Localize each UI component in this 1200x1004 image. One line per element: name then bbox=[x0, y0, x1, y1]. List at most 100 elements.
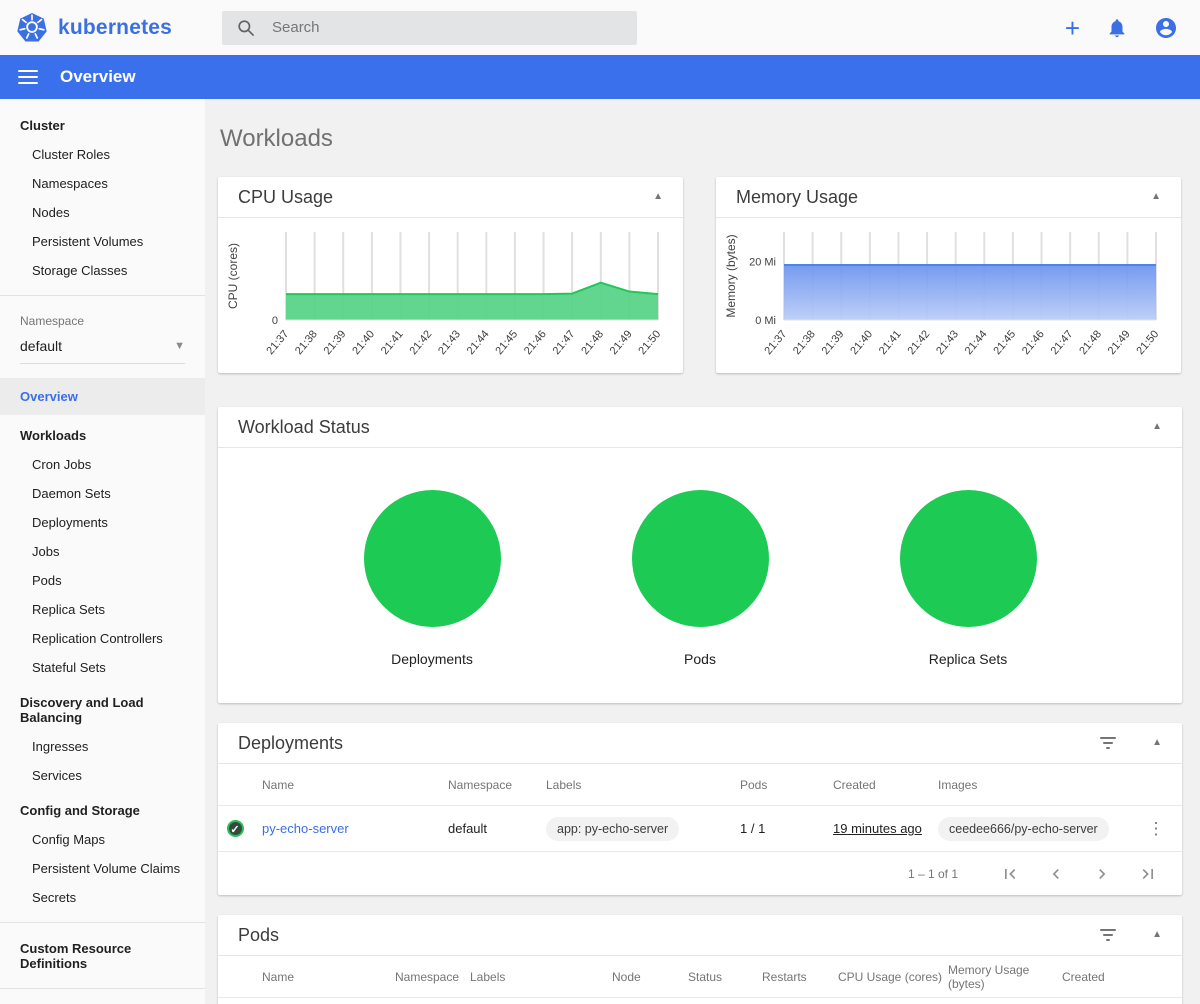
sidebar-item-secrets[interactable]: Secrets bbox=[32, 890, 77, 905]
deployments-card: Deployments ▲ Name Namespace Labels Pods… bbox=[218, 723, 1182, 895]
cpu-usage-chart: 021:37 21:38 21:39 21:40 21:41 21:42 21:43 21:4… bbox=[226, 232, 663, 357]
svg-text:21:50: 21:50 bbox=[636, 328, 663, 357]
sidebar-item-config-maps[interactable]: Config Maps bbox=[32, 832, 105, 847]
column-header-name: Name bbox=[262, 777, 295, 792]
pie-chart bbox=[899, 490, 1037, 627]
sidebar: Cluster Cluster Roles Namespaces Nodes P… bbox=[0, 99, 205, 1004]
pie-chart bbox=[363, 490, 501, 627]
sidebar-item-persistent-volume-claims[interactable]: Persistent Volume Claims bbox=[32, 861, 181, 876]
column-header-memory-usage: Memory Usage (bytes) bbox=[948, 962, 1030, 991]
status-ok-icon: ✓ bbox=[226, 820, 244, 837]
sidebar-header-discovery: Discovery and Load Balancing bbox=[20, 695, 144, 725]
column-header-status: Status bbox=[688, 969, 723, 984]
toolbar-title: Overview bbox=[60, 67, 136, 86]
pods-table-header: Name Namespace Labels Node Status Restar… bbox=[218, 956, 1182, 998]
last-page-icon[interactable] bbox=[1128, 860, 1168, 888]
svg-text:21:49: 21:49 bbox=[1106, 328, 1133, 357]
sidebar-header-workloads: Workloads bbox=[20, 428, 87, 443]
kubernetes-logo[interactable]: kubernetes bbox=[16, 12, 206, 44]
pie-chart bbox=[631, 490, 769, 627]
sidebar-item-cluster-roles[interactable]: Cluster Roles bbox=[32, 147, 111, 162]
bell-icon bbox=[1109, 18, 1125, 37]
svg-text:21:47: 21:47 bbox=[551, 328, 578, 357]
brand-text: kubernetes bbox=[58, 15, 173, 39]
deployment-created: 19 minutes ago bbox=[833, 821, 922, 836]
svg-text:21:48: 21:48 bbox=[1077, 328, 1104, 357]
deployments-pagination: 1 – 1 of 1 bbox=[218, 852, 1182, 895]
namespace-label: Namespace bbox=[20, 314, 85, 328]
sidebar-item-daemon-sets[interactable]: Daemon Sets bbox=[32, 486, 111, 501]
collapse-arrow-icon[interactable]: ▲ bbox=[1152, 737, 1162, 748]
filter-icon[interactable] bbox=[1100, 926, 1117, 944]
sidebar-item-storage-classes[interactable]: Storage Classes bbox=[32, 263, 128, 278]
sidebar-item-replication-controllers[interactable]: Replication Controllers bbox=[32, 631, 163, 646]
search-bar[interactable] bbox=[222, 10, 637, 45]
sidebar-item-pods[interactable]: Pods bbox=[32, 573, 62, 588]
create-button[interactable]: + bbox=[1065, 15, 1080, 41]
deployments-status-pie: Deployments bbox=[302, 490, 562, 667]
svg-text:21:48: 21:48 bbox=[579, 328, 606, 357]
account-button[interactable] bbox=[1154, 16, 1178, 40]
notifications-button[interactable] bbox=[1106, 17, 1128, 39]
collapse-arrow-icon[interactable]: ▲ bbox=[653, 191, 663, 202]
sidebar-item-custom-resource-definitions[interactable]: Custom Resource Definitions bbox=[20, 941, 132, 971]
namespace-select[interactable]: default ▼ bbox=[20, 338, 185, 364]
search-input[interactable] bbox=[272, 19, 623, 36]
pods-status-pie: Pods bbox=[570, 490, 830, 667]
sidebar-item-stateful-sets[interactable]: Stateful Sets bbox=[32, 660, 106, 675]
sidebar-item-replica-sets[interactable]: Replica Sets bbox=[32, 602, 105, 617]
sidebar-divider bbox=[0, 922, 205, 923]
sidebar-header-cluster: Cluster bbox=[20, 118, 65, 133]
label-chip: app: py-echo-server bbox=[546, 816, 680, 841]
column-header-namespace: Namespace bbox=[448, 777, 513, 792]
row-menu-icon[interactable]: ⋮ bbox=[1147, 818, 1165, 838]
next-page-icon[interactable] bbox=[1082, 860, 1122, 888]
sidebar-item-cron-jobs[interactable]: Cron Jobs bbox=[32, 457, 92, 472]
menu-icon[interactable] bbox=[18, 70, 38, 84]
table-row: ✓ py-echo-server default app: py-echo-se… bbox=[218, 806, 1182, 852]
svg-text:0 Mi: 0 Mi bbox=[755, 315, 776, 327]
pagination-range: 1 – 1 of 1 bbox=[907, 866, 958, 881]
sidebar-item-services[interactable]: Services bbox=[32, 768, 82, 783]
sidebar-item-settings[interactable]: Settings bbox=[0, 999, 205, 1004]
svg-text:21:46: 21:46 bbox=[1020, 328, 1047, 357]
svg-text:21:38: 21:38 bbox=[791, 328, 818, 357]
first-page-icon[interactable] bbox=[990, 860, 1030, 888]
sidebar-item-ingresses[interactable]: Ingresses bbox=[32, 739, 89, 754]
table-row: ✓ py-echo-server-5465f599f5-plvrd defaul… bbox=[218, 998, 1182, 1004]
memory-usage-card: Memory Usage ▲ 0 Mi 20 Mi 21:37 21:38 21:39 2… bbox=[716, 177, 1181, 373]
account-icon bbox=[1156, 17, 1176, 38]
sidebar-item-nodes[interactable]: Nodes bbox=[32, 205, 70, 220]
deployment-pods-count: 1 / 1 bbox=[740, 821, 766, 836]
filter-icon[interactable] bbox=[1100, 734, 1117, 752]
deployment-name-link[interactable]: py-echo-server bbox=[262, 821, 349, 836]
collapse-arrow-icon[interactable]: ▲ bbox=[1151, 191, 1161, 202]
svg-text:21:37: 21:37 bbox=[264, 328, 291, 357]
sidebar-divider bbox=[0, 988, 205, 989]
column-header-labels: Labels bbox=[546, 777, 582, 792]
sidebar-item-overview[interactable]: Overview bbox=[0, 378, 205, 415]
svg-text:21:44: 21:44 bbox=[963, 328, 990, 357]
pie-label: Replica Sets bbox=[928, 651, 1008, 667]
column-header-created: Created bbox=[833, 777, 876, 792]
deployment-namespace: default bbox=[448, 821, 488, 836]
top-actions: + bbox=[1065, 15, 1178, 41]
sidebar-item-namespaces[interactable]: Namespaces bbox=[32, 176, 108, 191]
collapse-arrow-icon[interactable]: ▲ bbox=[1152, 421, 1162, 432]
sidebar-header-config-storage: Config and Storage bbox=[20, 803, 140, 818]
collapse-arrow-icon[interactable]: ▲ bbox=[1152, 929, 1162, 940]
deployments-table-header: Name Namespace Labels Pods Created Image… bbox=[218, 764, 1182, 806]
sidebar-item-deployments[interactable]: Deployments bbox=[32, 515, 108, 530]
svg-text:21:44: 21:44 bbox=[465, 328, 492, 357]
sidebar-item-jobs[interactable]: Jobs bbox=[32, 544, 60, 559]
sidebar-item-persistent-volumes[interactable]: Persistent Volumes bbox=[32, 234, 144, 249]
toolbar: Overview bbox=[0, 55, 1200, 99]
svg-text:21:45: 21:45 bbox=[991, 328, 1018, 357]
svg-text:21:49: 21:49 bbox=[608, 328, 635, 357]
pie-label: Deployments bbox=[391, 651, 473, 667]
svg-text:21:50: 21:50 bbox=[1134, 328, 1161, 357]
svg-text:21:45: 21:45 bbox=[493, 328, 520, 357]
previous-page-icon[interactable] bbox=[1036, 860, 1076, 888]
svg-text:CPU (cores): CPU (cores) bbox=[226, 243, 240, 309]
pods-card: Pods ▲ Name Namespace Labels Node Status bbox=[218, 915, 1182, 1004]
